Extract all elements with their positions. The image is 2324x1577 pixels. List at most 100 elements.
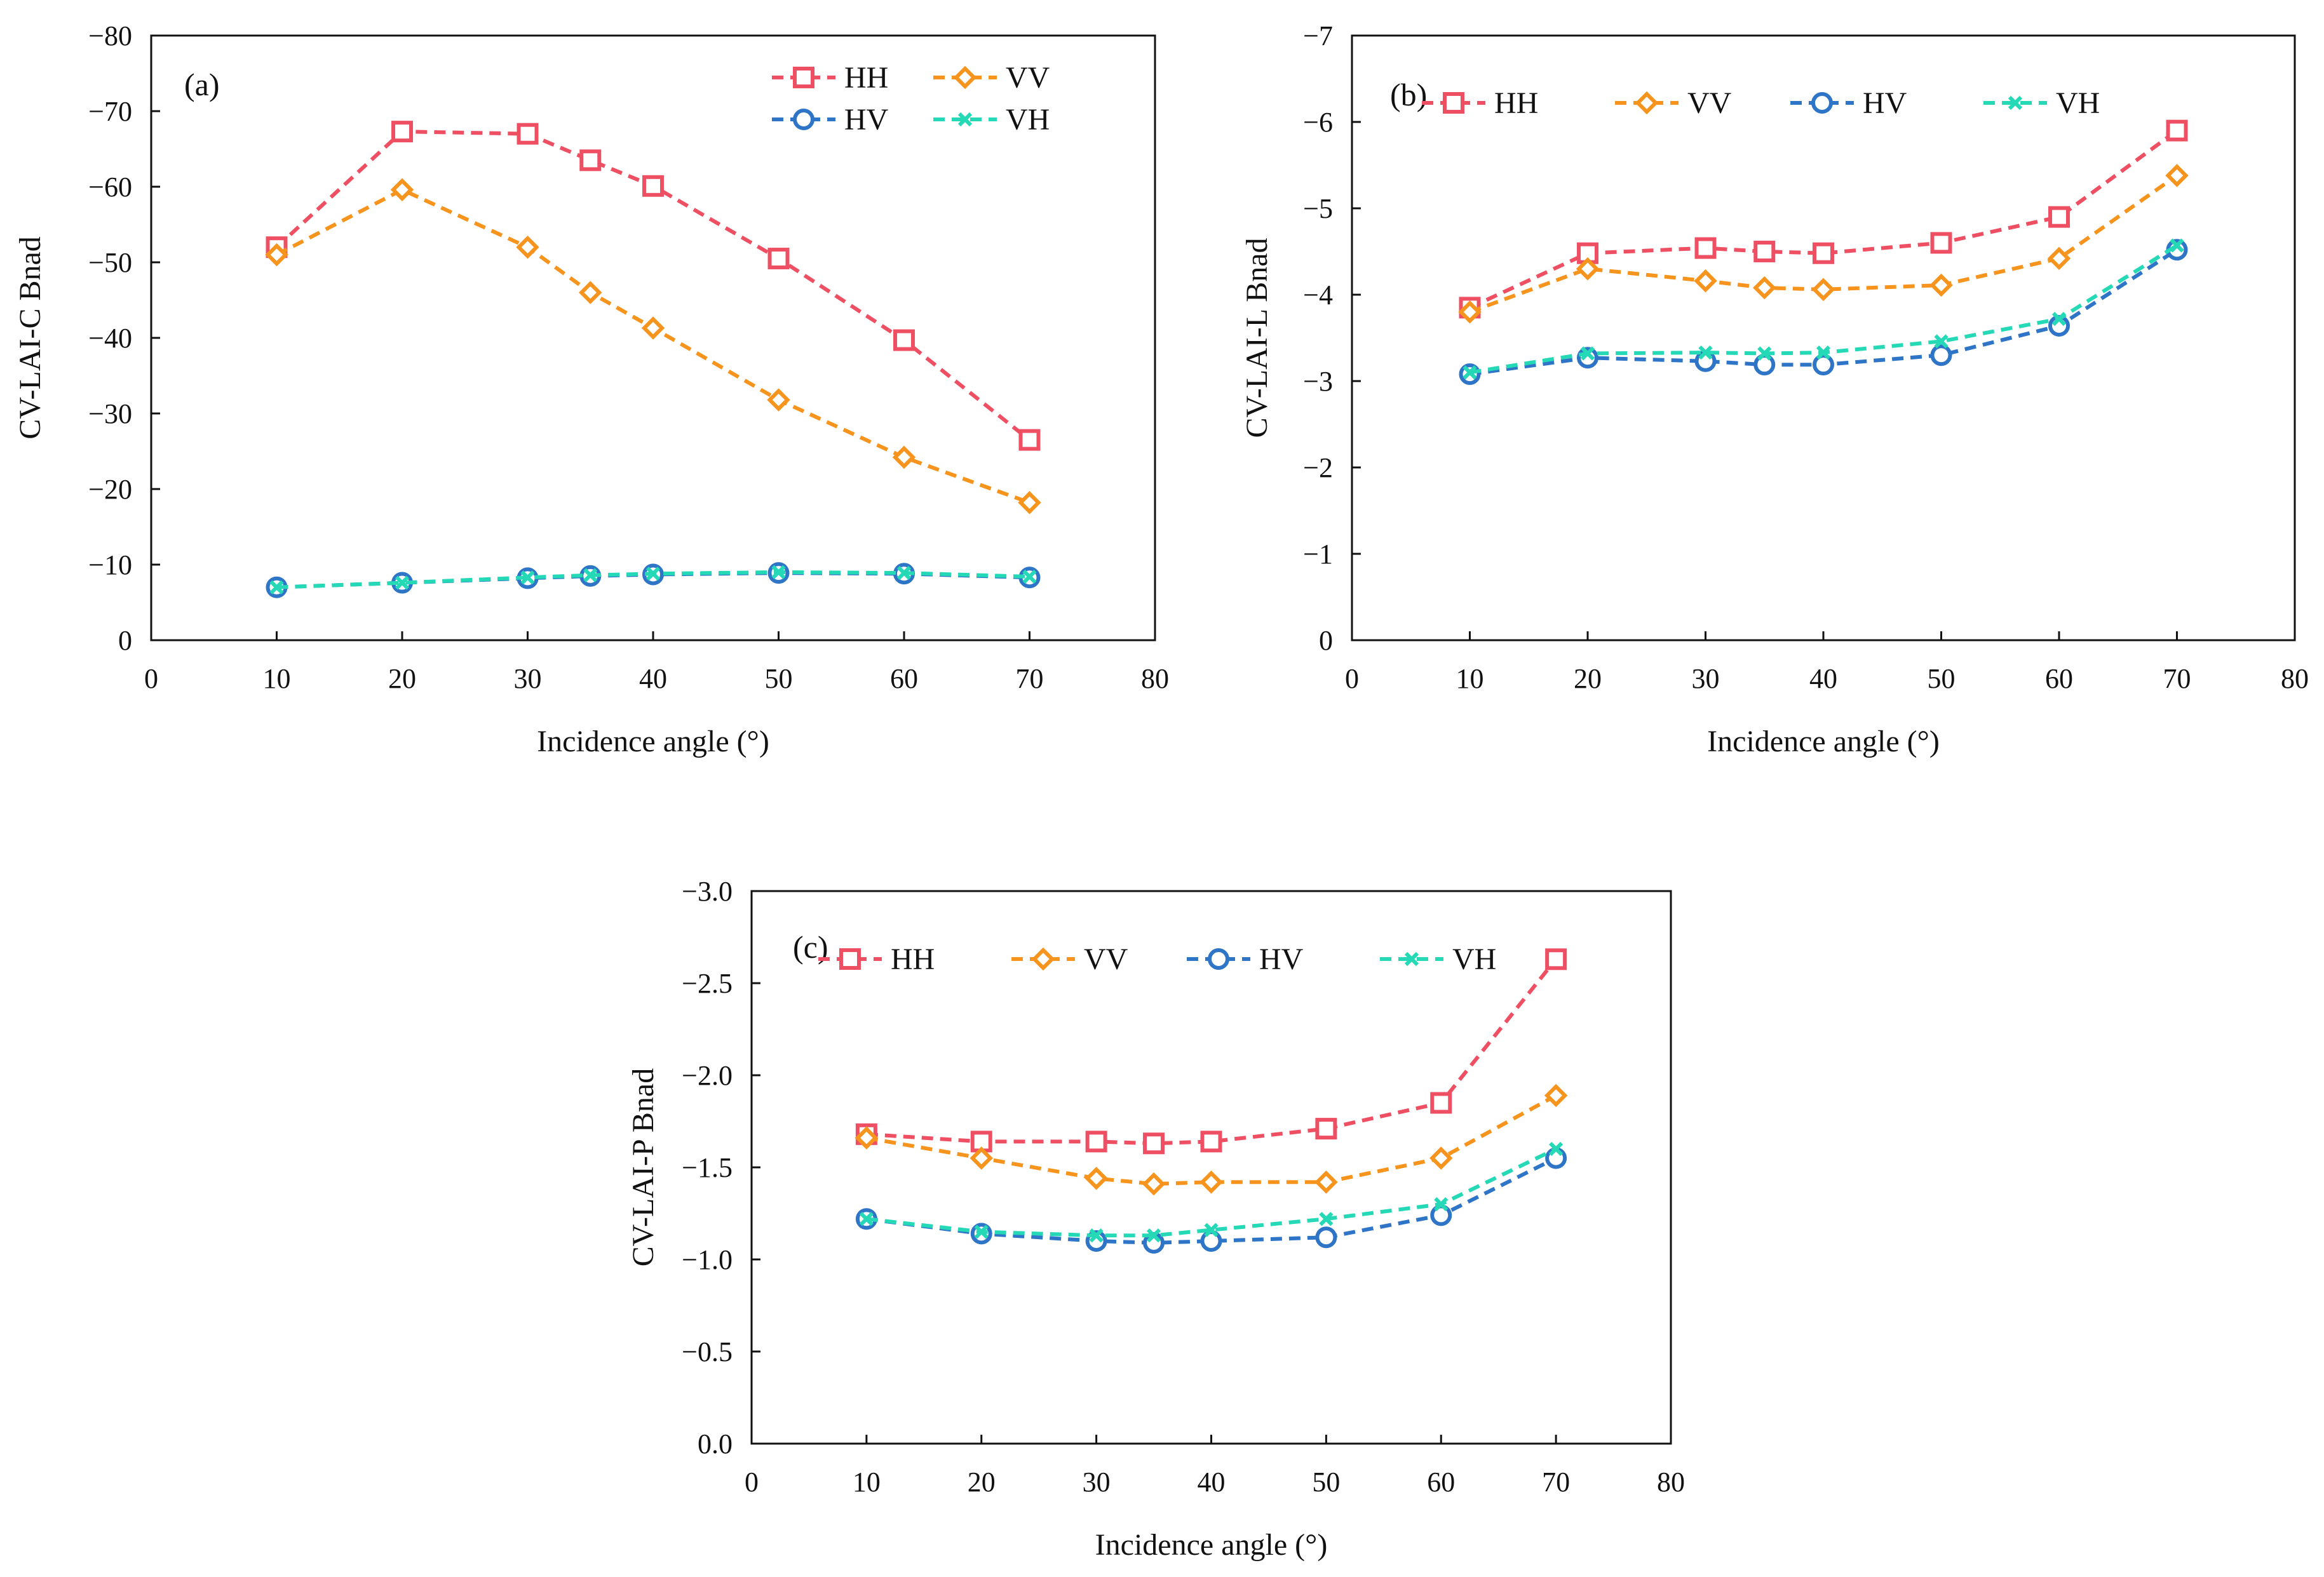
data-point-hh	[642, 175, 664, 197]
data-point-hh	[517, 123, 539, 145]
x-tick-label: 50	[1928, 663, 1956, 694]
data-point-vh	[1816, 345, 1831, 360]
data-point-hh	[1315, 1118, 1337, 1140]
legend-marker-hv	[793, 109, 814, 130]
y-tick-label: −2	[1303, 452, 1333, 483]
data-point-vv	[1429, 1146, 1453, 1170]
data-point-vh	[1580, 346, 1595, 361]
data-point-hh	[391, 121, 413, 143]
data-point-vv	[1753, 276, 1776, 300]
data-point-vv	[1199, 1170, 1223, 1194]
data-point-hh	[1545, 948, 1567, 970]
x-tick-label: 0	[1345, 663, 1359, 694]
series-line-vv	[866, 1094, 1557, 1186]
data-point-hh	[2166, 119, 2188, 142]
data-point-vh	[520, 570, 535, 585]
x-tick-label: 10	[1456, 663, 1484, 694]
data-point-vh	[1204, 1223, 1219, 1237]
data-point-vv	[2165, 164, 2189, 187]
data-point-hv	[1930, 344, 1952, 366]
y-axis-title: CV-LAI-C Bnad	[13, 236, 47, 440]
data-point-vh	[974, 1225, 989, 1239]
legend-label-hv: HV	[1863, 86, 1907, 120]
data-point-vv	[1576, 257, 1600, 281]
x-tick-label: 10	[263, 663, 291, 694]
x-tick-label: 70	[2163, 663, 2191, 694]
legend-label-vh: VH	[1006, 103, 1050, 137]
data-point-vh	[2170, 238, 2184, 253]
data-point-vh	[583, 568, 598, 582]
legend-marker-hh	[1443, 92, 1464, 114]
x-tick-label: 30	[1692, 663, 1720, 694]
data-point-hh	[893, 329, 915, 351]
legend-label-hh: HH	[891, 943, 935, 976]
data-point-vv	[1811, 278, 1835, 302]
series-line-hv	[866, 1156, 1557, 1245]
y-tick-label: −5	[1303, 193, 1333, 224]
data-point-vh	[1434, 1197, 1449, 1212]
y-tick-label: −0.5	[682, 1336, 733, 1367]
legend-marker-hh	[839, 948, 861, 970]
y-tick-label: −60	[88, 171, 132, 203]
x-tick-label: 0	[745, 1466, 759, 1498]
y-tick-label: −50	[88, 247, 132, 278]
x-tick-label: 60	[2045, 663, 2073, 694]
legend-label-vv: VV	[1687, 86, 1732, 120]
legend-marker-vv	[1031, 947, 1055, 971]
legend-marker-vv	[953, 65, 977, 90]
data-point-vv	[855, 1126, 879, 1150]
legend: HH VV HV VH	[772, 61, 1050, 137]
series-line-vh	[1469, 243, 2179, 375]
x-tick-label: 60	[890, 663, 918, 694]
x-tick-label: 50	[765, 663, 793, 694]
data-point-vv	[1544, 1084, 1568, 1108]
data-point-hh	[2048, 206, 2070, 228]
data-point-vv	[1018, 491, 1041, 514]
legend-label-vv: VV	[1006, 61, 1050, 95]
legend-label-vv: VV	[1084, 943, 1128, 976]
y-tick-label: −1.0	[682, 1244, 733, 1275]
data-point-hh	[970, 1131, 992, 1153]
data-point-vh	[1934, 334, 1949, 349]
y-tick-label: −3	[1303, 366, 1333, 397]
x-axis-title: Incidence angle (°)	[537, 725, 769, 758]
legend-marker-vv	[1635, 91, 1659, 115]
chart-panel-c: 0 10 20 30 40 50 60 70 80 0.0 −0.5 −1.0 −1.5 −2.0 −2.5…	[626, 876, 1685, 1562]
data-point-vv	[390, 178, 414, 202]
data-point-hh	[1430, 1092, 1452, 1114]
legend: HH VV HV VH	[1422, 86, 2100, 120]
x-tick-label: 40	[639, 663, 667, 694]
data-point-vv	[2047, 246, 2071, 271]
data-point-hv	[1545, 1147, 1567, 1169]
data-point-vv	[1929, 273, 1953, 297]
series-line-vh	[866, 1147, 1557, 1238]
data-point-vv	[767, 388, 790, 412]
y-tick-label: −40	[88, 323, 132, 354]
data-point-hh	[1018, 429, 1041, 451]
panel-label: (a)	[184, 67, 220, 102]
data-point-hh	[1753, 241, 1776, 262]
plot-frame	[1351, 34, 2296, 641]
x-tick-label: 30	[1083, 1466, 1111, 1498]
data-point-vv	[641, 316, 665, 340]
data-point-vv	[1084, 1167, 1108, 1190]
legend-marker-vh	[1404, 951, 1419, 967]
data-point-vv	[969, 1146, 993, 1170]
y-tick-label: 0.0	[698, 1428, 733, 1460]
legend-label-hv: HV	[844, 103, 889, 137]
x-tick-label: 70	[1016, 663, 1044, 694]
legend-label-hv: HV	[1259, 943, 1304, 976]
legend-label-hh: HH	[844, 61, 888, 95]
x-tick-label: 50	[1312, 1466, 1340, 1498]
legend-marker-hv	[1811, 92, 1833, 114]
data-point-vh	[1089, 1228, 1104, 1243]
legend-label-hh: HH	[1494, 86, 1538, 120]
y-tick-label: −7	[1303, 20, 1333, 51]
legend-marker-vh	[2008, 95, 2023, 111]
x-tick-label: 10	[853, 1466, 881, 1498]
data-point-vv	[516, 235, 539, 259]
data-point-hh	[1694, 237, 1717, 259]
x-tick-label: 20	[388, 663, 416, 694]
x-axis-title: Incidence angle (°)	[1095, 1528, 1328, 1562]
